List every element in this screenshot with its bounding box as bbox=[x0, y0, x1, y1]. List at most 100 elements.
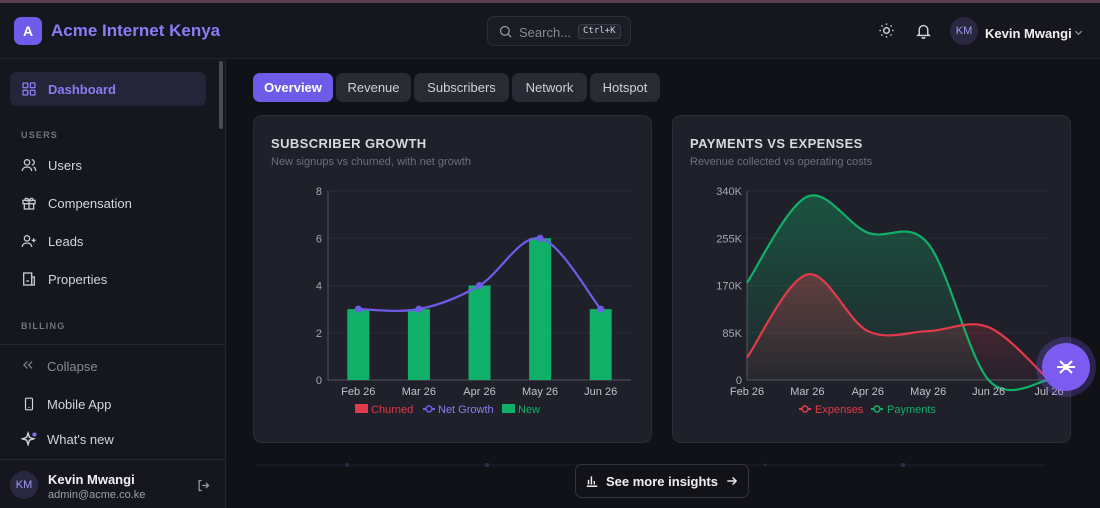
logo[interactable]: A bbox=[14, 17, 42, 45]
y-tick-label: 0 bbox=[736, 375, 742, 387]
x-tick-label: Apr 26 bbox=[463, 386, 495, 398]
see-more-label: See more insights bbox=[606, 473, 718, 489]
tab-subscribers[interactable]: Subscribers bbox=[414, 73, 509, 102]
bar-new bbox=[468, 285, 491, 380]
see-more-insights-button[interactable]: See more insights bbox=[575, 464, 749, 498]
legend-marker bbox=[801, 405, 809, 413]
sidebar-user-email: admin@acme.co.ke bbox=[48, 489, 146, 501]
x-tick-label: May 26 bbox=[910, 386, 946, 398]
header-avatar[interactable]: KM bbox=[950, 17, 978, 45]
logout-icon[interactable] bbox=[196, 478, 211, 493]
bar-chart-icon bbox=[586, 476, 598, 487]
subscriber-growth-card: SUBSCRIBER GROWTH New signups vs churned… bbox=[253, 115, 652, 443]
header-user-name[interactable]: Kevin Mwangi bbox=[985, 26, 1072, 41]
card-title: PAYMENTS VS EXPENSES bbox=[690, 136, 863, 151]
card-title: SUBSCRIBER GROWTH bbox=[271, 136, 427, 151]
x-tick-label: Feb 26 bbox=[341, 386, 375, 398]
payments-expenses-chart: 0 85K 170K 255K 340K Feb 26 Mar 26 Apr 26 May 26… bbox=[716, 186, 1063, 416]
arrow-right-icon bbox=[727, 476, 738, 486]
sidebar-item-leads[interactable]: Leads bbox=[10, 224, 206, 258]
card-subtitle: New signups vs churned, with net growth bbox=[271, 156, 471, 168]
gift-icon bbox=[22, 197, 36, 210]
x-tick-label: May 26 bbox=[522, 386, 558, 398]
collapse-button[interactable]: Collapse bbox=[10, 349, 206, 383]
net-growth-point bbox=[597, 305, 605, 313]
x-tick-label: Jun 26 bbox=[584, 386, 617, 398]
top-header: A Acme Internet Kenya Search... Ctrl+K K… bbox=[0, 3, 1100, 59]
net-growth-point bbox=[476, 282, 483, 289]
sparkle-burst-icon bbox=[1057, 360, 1075, 374]
sidebar-divider bbox=[0, 459, 226, 460]
sidebar-scrollbar[interactable] bbox=[219, 61, 223, 129]
search-icon bbox=[499, 25, 512, 38]
bell-icon[interactable] bbox=[915, 22, 932, 39]
whats-new-label: What's new bbox=[47, 432, 114, 447]
legend-label: Expenses bbox=[815, 404, 864, 416]
top-accent-line bbox=[0, 0, 1100, 3]
bar-new bbox=[589, 309, 612, 380]
sidebar-item-label: Dashboard bbox=[48, 82, 116, 97]
x-tick-label: Mar 26 bbox=[790, 386, 824, 398]
tab-overview[interactable]: Overview bbox=[253, 73, 333, 102]
sidebar-item-compensation[interactable]: Compensation bbox=[10, 186, 206, 220]
legend-marker bbox=[873, 405, 881, 413]
sidebar: Dashboard USERS Users Compensation Leads… bbox=[0, 59, 226, 508]
search-placeholder: Search... bbox=[519, 25, 572, 40]
y-tick-label: 85K bbox=[722, 328, 742, 340]
legend-label: Churned bbox=[371, 404, 413, 416]
subscriber-growth-chart: 0 2 4 6 8 Feb 26 Mar 26 Apr 26 May 26 Jun 26 Churn… bbox=[316, 186, 631, 416]
tab-revenue[interactable]: Revenue bbox=[336, 73, 411, 102]
sidebar-item-label: Properties bbox=[48, 272, 108, 287]
mobile-app-label: Mobile App bbox=[47, 397, 112, 412]
chevron-down-icon[interactable] bbox=[1073, 27, 1084, 38]
legend-marker bbox=[425, 405, 433, 413]
y-tick-label: 6 bbox=[316, 233, 322, 245]
search-box[interactable]: Search... Ctrl+K bbox=[487, 16, 631, 46]
whats-new-link[interactable]: What's new bbox=[10, 422, 206, 456]
brand-name[interactable]: Acme Internet Kenya bbox=[51, 21, 221, 40]
mobile-app-link[interactable]: Mobile App bbox=[10, 387, 206, 421]
legend-label: New bbox=[518, 404, 540, 416]
sidebar-item-label: Compensation bbox=[48, 196, 132, 211]
payments-expenses-card: PAYMENTS VS EXPENSES Revenue collected v… bbox=[672, 115, 1071, 443]
theme-toggle-icon[interactable] bbox=[878, 22, 895, 39]
card-subtitle: Revenue collected vs operating costs bbox=[690, 156, 873, 168]
users-icon bbox=[21, 159, 37, 172]
bar-new bbox=[407, 309, 430, 380]
net-growth-point bbox=[354, 305, 362, 313]
legend-label: Net Growth bbox=[438, 404, 494, 416]
x-tick-label: Jun 26 bbox=[972, 386, 1005, 398]
sidebar-item-label: Users bbox=[48, 158, 82, 173]
bar-new bbox=[529, 238, 552, 380]
expenses-line bbox=[746, 273, 1050, 381]
user-plus-icon bbox=[21, 235, 36, 248]
y-tick-label: 4 bbox=[316, 281, 322, 293]
x-tick-label: Apr 26 bbox=[852, 386, 884, 398]
sidebar-item-dashboard[interactable]: Dashboard bbox=[10, 72, 206, 106]
y-tick-label: 0 bbox=[316, 375, 322, 387]
y-tick-label: 170K bbox=[716, 281, 742, 293]
section-users: USERS bbox=[21, 130, 59, 140]
sidebar-item-users[interactable]: Users bbox=[10, 148, 206, 182]
x-tick-label: Mar 26 bbox=[402, 386, 436, 398]
collapse-label: Collapse bbox=[47, 359, 98, 374]
tab-network[interactable]: Network bbox=[512, 73, 587, 102]
net-growth-point bbox=[415, 305, 423, 313]
sidebar-item-properties[interactable]: Properties bbox=[10, 262, 206, 296]
sidebar-avatar[interactable]: KM bbox=[10, 471, 38, 499]
search-shortcut: Ctrl+K bbox=[578, 24, 621, 39]
sidebar-item-label: Leads bbox=[48, 234, 84, 249]
legend-swatch-new bbox=[502, 404, 515, 413]
y-tick-label: 340K bbox=[716, 186, 742, 198]
tab-hotspot[interactable]: Hotspot bbox=[590, 73, 660, 102]
dashboard-icon bbox=[22, 82, 36, 96]
net-growth-line bbox=[358, 237, 602, 312]
x-tick-label: Feb 26 bbox=[730, 386, 764, 398]
smartphone-icon bbox=[24, 397, 34, 411]
chevrons-left-icon bbox=[23, 361, 33, 369]
assistant-fab[interactable] bbox=[1042, 343, 1090, 391]
sidebar-divider bbox=[0, 344, 226, 345]
building-icon bbox=[22, 272, 35, 286]
sparkles-icon bbox=[21, 431, 37, 447]
y-tick-label: 255K bbox=[716, 233, 742, 245]
